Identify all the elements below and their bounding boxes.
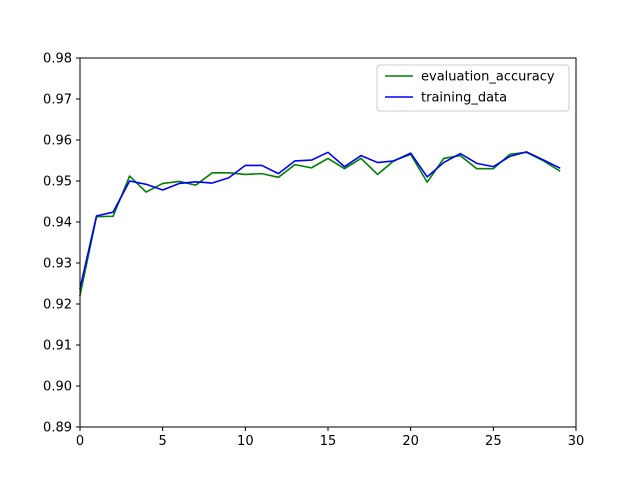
x-tick-label: 15	[320, 434, 337, 449]
y-tick-label: 0.91	[43, 339, 72, 354]
y-tick-label: 0.94	[43, 216, 72, 231]
x-tick-label: 10	[237, 434, 254, 449]
y-tick-label: 0.95	[43, 175, 72, 190]
series-line-evaluation-accuracy	[79, 151, 561, 297]
x-tick-label: 20	[402, 434, 419, 449]
series-layer	[79, 151, 561, 297]
y-tick-label: 0.90	[43, 380, 72, 395]
y-tick-label: 0.92	[43, 298, 72, 313]
y-tick-label: 0.96	[43, 134, 72, 149]
x-tick-label: 30	[568, 434, 585, 449]
axes-layer: 0 5 10 15 20 25 30 0.89 0.90 0.91 0.92 0.93 0.94 0.95…	[43, 52, 584, 450]
series-line-training-data	[79, 151, 561, 290]
legend: evaluation_accuracy training_data	[376, 64, 570, 112]
y-tick-label: 0.89	[43, 421, 72, 436]
y-tick-label: 0.93	[43, 257, 72, 272]
plot-frame	[79, 57, 577, 428]
y-tick-label: 0.97	[43, 93, 72, 108]
y-tick-label: 0.98	[43, 52, 72, 67]
x-tick-label: 25	[485, 434, 502, 449]
legend-box	[376, 64, 570, 112]
legend-label: evaluation_accuracy	[421, 70, 555, 85]
x-tick-label: 5	[159, 434, 167, 449]
x-tick-label: 0	[76, 434, 84, 449]
legend-label: training_data	[421, 91, 507, 106]
